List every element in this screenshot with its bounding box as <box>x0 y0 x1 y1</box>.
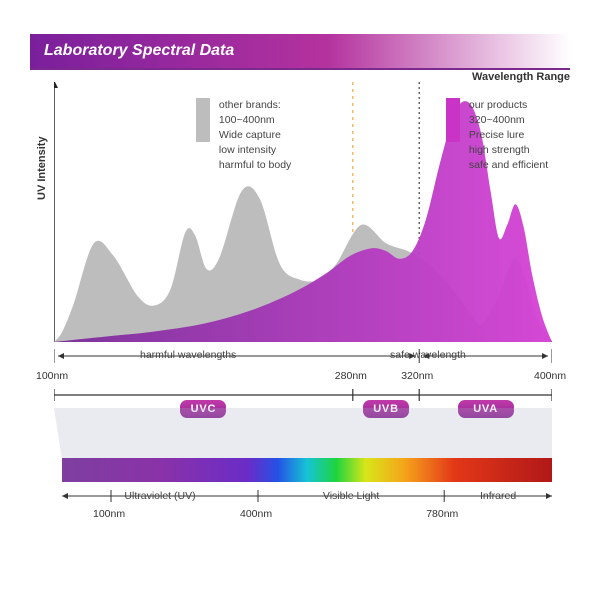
header-underline <box>30 68 570 70</box>
legend-ours-l1: 320~400nm <box>469 114 525 126</box>
legend-swatch-other <box>196 98 210 142</box>
spectrum-seg: Infrared <box>453 490 543 502</box>
spectrum-seg: Ultraviolet (UV) <box>115 490 205 502</box>
x-tick: 100nm <box>36 370 68 382</box>
range-right: safe wavelength <box>390 349 466 361</box>
spectrum-tick: 400nm <box>240 508 272 520</box>
spectrum-bar <box>62 458 552 482</box>
x-tick: 280nm <box>335 370 367 382</box>
legend-other: other brands: 100~400nm Wide capture low… <box>196 98 291 173</box>
uv-cone <box>54 408 552 460</box>
legend-ours: our products 320~400nm Precise lure high… <box>446 98 548 173</box>
y-axis-label: UV Intensity <box>36 136 48 200</box>
legend-other-l4: harmful to body <box>219 159 291 171</box>
range-arrows <box>54 346 552 366</box>
legend-ours-l4: safe and efficient <box>469 159 548 171</box>
spectrum-tick: 100nm <box>93 508 125 520</box>
legend-other-l2: Wide capture <box>219 129 281 141</box>
header-title: Laboratory Spectral Data <box>44 42 234 60</box>
legend-ours-l2: Precise lure <box>469 129 524 141</box>
spectrum-seg: Visible Light <box>306 490 396 502</box>
legend-ours-l0: our products <box>469 99 527 111</box>
spectrum-tick: 780nm <box>426 508 458 520</box>
x-tick: 400nm <box>534 370 566 382</box>
header-band: Laboratory Spectral Data <box>30 34 570 68</box>
legend-other-l1: 100~400nm <box>219 114 275 126</box>
x-tick: 320nm <box>401 370 433 382</box>
legend-other-l3: low intensity <box>219 144 276 156</box>
legend-swatch-ours <box>446 98 460 142</box>
legend-ours-l3: high strength <box>469 144 530 156</box>
range-left: harmful wavelengths <box>140 349 236 361</box>
legend-other-l0: other brands: <box>219 99 281 111</box>
